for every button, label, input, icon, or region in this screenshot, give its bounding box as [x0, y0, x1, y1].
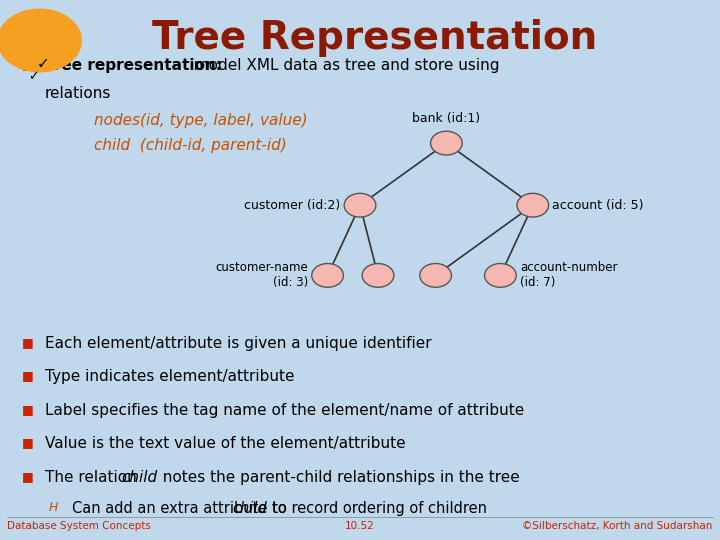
Circle shape — [312, 264, 343, 287]
Text: Each element/attribute is given a unique identifier: Each element/attribute is given a unique… — [45, 336, 431, 351]
Circle shape — [485, 264, 516, 287]
Text: ■: ■ — [22, 470, 33, 483]
Text: account (id: 5): account (id: 5) — [552, 199, 644, 212]
Text: ✓: ✓ — [29, 70, 39, 83]
Text: Database System Concepts: Database System Concepts — [7, 521, 151, 531]
Text: child: child — [122, 470, 158, 485]
Text: bank (id:1): bank (id:1) — [413, 112, 480, 125]
Text: notes the parent-child relationships in the tree: notes the parent-child relationships in … — [153, 470, 519, 485]
Circle shape — [344, 193, 376, 217]
Text: child: child — [232, 501, 266, 516]
Text: model XML data as tree and store using: model XML data as tree and store using — [184, 58, 499, 73]
Text: ✓: ✓ — [37, 56, 50, 71]
Text: H: H — [49, 501, 58, 514]
Text: ■: ■ — [22, 58, 33, 71]
Circle shape — [362, 264, 394, 287]
Text: Tree representation:: Tree representation: — [45, 58, 222, 73]
Text: Label specifies the tag name of the element/name of attribute: Label specifies the tag name of the elem… — [45, 403, 524, 418]
Text: ■: ■ — [22, 403, 33, 416]
Text: Type indicates element/attribute: Type indicates element/attribute — [45, 369, 294, 384]
Text: ■: ■ — [22, 336, 33, 349]
Text: ©Silberschatz, Korth and Sudarshan: ©Silberschatz, Korth and Sudarshan — [523, 521, 713, 531]
Text: ■: ■ — [22, 436, 33, 449]
Circle shape — [431, 131, 462, 155]
Text: nodes(id, type, label, value): nodes(id, type, label, value) — [94, 113, 307, 129]
Text: The relation: The relation — [45, 470, 141, 485]
Text: to record ordering of children: to record ordering of children — [263, 501, 487, 516]
Text: Tree Representation: Tree Representation — [152, 19, 597, 57]
Text: 10.52: 10.52 — [345, 521, 375, 531]
Text: customer-name
(id: 3): customer-name (id: 3) — [215, 261, 308, 289]
Circle shape — [0, 9, 81, 72]
Text: ■: ■ — [22, 369, 33, 382]
Text: account-number
(id: 7): account-number (id: 7) — [520, 261, 617, 289]
Circle shape — [517, 193, 549, 217]
Text: customer (id:2): customer (id:2) — [244, 199, 341, 212]
Circle shape — [420, 264, 451, 287]
Text: child  (child-id, parent-id): child (child-id, parent-id) — [94, 138, 287, 153]
Text: Can add an extra attribute to: Can add an extra attribute to — [72, 501, 292, 516]
Text: Value is the text value of the element/attribute: Value is the text value of the element/a… — [45, 436, 405, 451]
Text: relations: relations — [45, 86, 111, 101]
